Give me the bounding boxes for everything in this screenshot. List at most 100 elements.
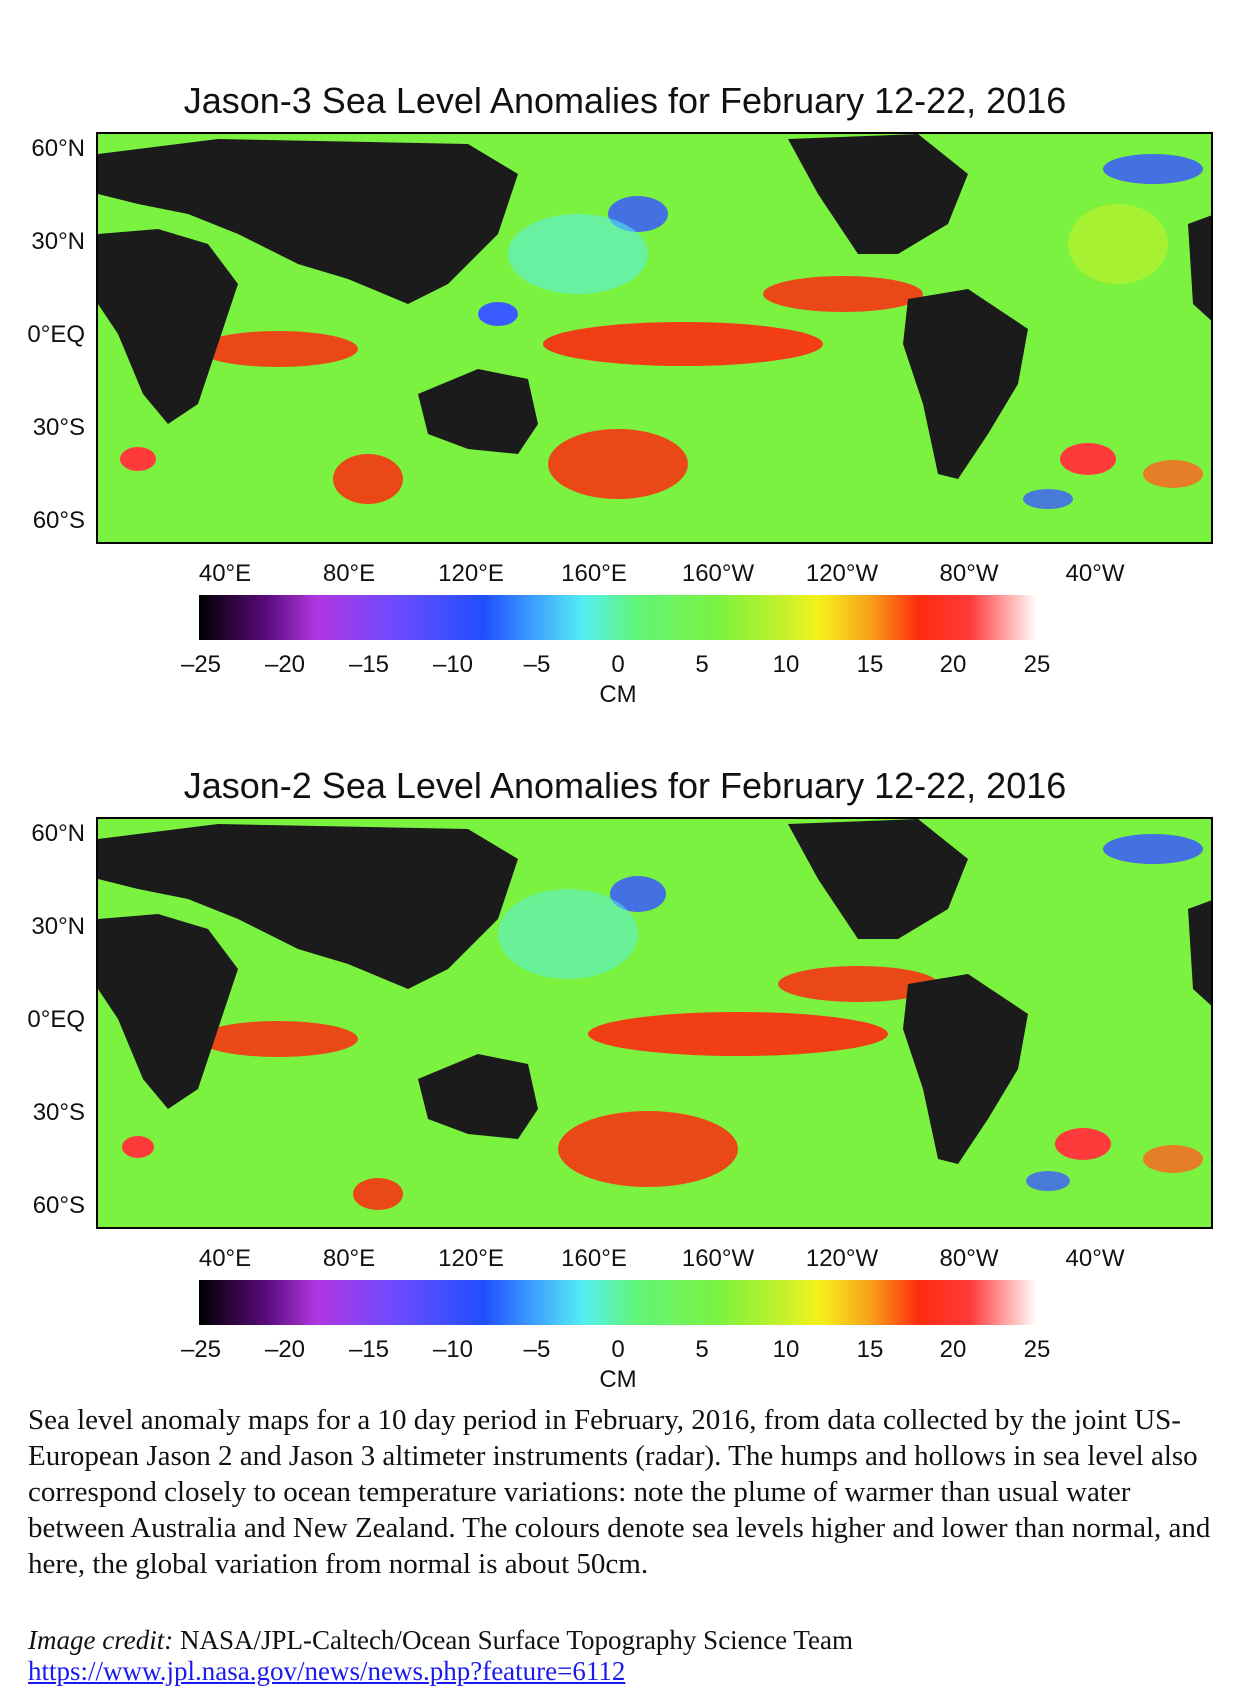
- warm-anomaly: [198, 331, 358, 367]
- lon-label: 40°E: [198, 1245, 252, 1272]
- sea-level-map: [96, 132, 1213, 544]
- warm-anomaly: [1055, 1128, 1111, 1160]
- land-eurasia: [98, 139, 518, 304]
- cool-anomaly: [508, 214, 648, 294]
- warm-anomaly: [122, 1136, 154, 1158]
- warm-anomaly: [198, 1021, 358, 1057]
- land-africa: [98, 914, 238, 1109]
- colorbar-tick: –25: [180, 1336, 222, 1363]
- warm-anomaly: [588, 1012, 888, 1056]
- lon-label: 80°E: [322, 1245, 376, 1272]
- caption: Sea level anomaly maps for a 10 day peri…: [28, 1404, 1211, 1580]
- colorbar-unit: CM: [599, 681, 637, 708]
- colorbar-tick: 10: [772, 1336, 800, 1363]
- cool-anomaly: [1103, 154, 1203, 184]
- lon-label: 80°E: [322, 560, 376, 587]
- lat-label: 60°N: [31, 135, 85, 162]
- map-title: Jason-3 Sea Level Anomalies for February…: [183, 80, 1067, 121]
- lon-label: 160°E: [561, 1245, 627, 1272]
- map-panel-jason3: Jason-3 Sea Level Anomalies for February…: [0, 0, 1250, 708]
- land-north-america: [788, 134, 968, 254]
- lon-label: 40°W: [1065, 560, 1125, 587]
- lat-label: 30°N: [31, 913, 85, 940]
- warm-anomaly: [120, 447, 156, 471]
- lon-label: 80°W: [939, 560, 999, 587]
- land-europe-edge: [1188, 215, 1211, 321]
- lon-label: 120°E: [438, 1245, 504, 1272]
- colorbar-tick: 20: [939, 651, 967, 678]
- lat-label: 30°N: [31, 228, 85, 255]
- land-south-america: [903, 974, 1028, 1164]
- colorbar-tick: 0: [611, 651, 625, 678]
- colorbar-tick: 25: [1023, 651, 1051, 678]
- map-title: Jason-2 Sea Level Anomalies for February…: [183, 765, 1067, 806]
- cool-anomaly: [610, 876, 666, 912]
- lon-label: 160°W: [681, 1245, 755, 1272]
- colorbar-tick: –10: [432, 651, 474, 678]
- warm-anomaly: [548, 429, 688, 499]
- land-eurasia: [98, 824, 518, 989]
- colorbar-tick: 15: [856, 1336, 884, 1363]
- lon-label: 160°E: [561, 560, 627, 587]
- map-panel-jason2: Jason-2 Sea Level Anomalies for February…: [0, 685, 1250, 1393]
- warm-anomaly: [1060, 443, 1116, 475]
- map-graphic: [98, 819, 1211, 1227]
- credit-label: Image credit:: [28, 1625, 174, 1655]
- land-south-america: [903, 289, 1028, 479]
- cool-anomaly: [1026, 1171, 1070, 1191]
- land-europe-edge: [1188, 900, 1211, 1006]
- colorbar-tick: 15: [856, 651, 884, 678]
- cool-anomaly: [498, 889, 638, 979]
- cool-anomaly: [1023, 489, 1073, 509]
- map-graphic: [98, 134, 1211, 542]
- warm-anomaly: [353, 1178, 403, 1210]
- colorbar-tick: 0: [611, 1336, 625, 1363]
- colorbar-tick: 5: [695, 651, 709, 678]
- colorbar-unit: CM: [599, 1366, 637, 1393]
- lat-label: 60°S: [32, 1192, 85, 1219]
- land-africa: [98, 229, 238, 424]
- colorbar-tick: 20: [939, 1336, 967, 1363]
- sea-level-map: [96, 817, 1213, 1229]
- lon-label: 120°W: [805, 1245, 879, 1272]
- cool-anomaly: [1103, 834, 1203, 864]
- lon-label: 120°W: [805, 560, 879, 587]
- lon-label: 40°W: [1065, 1245, 1125, 1272]
- lon-label: 80°W: [939, 1245, 999, 1272]
- colorbar-tick: 5: [695, 1336, 709, 1363]
- land-north-america: [788, 819, 968, 939]
- lat-label: 30°S: [32, 1099, 85, 1126]
- colorbar-tick: –5: [523, 1336, 551, 1363]
- warm-anomaly: [763, 276, 923, 312]
- warm-anomaly: [558, 1111, 738, 1187]
- colorbar-tick: –10: [432, 1336, 474, 1363]
- warm-anomaly: [333, 454, 403, 504]
- credit-text: NASA/JPL-Caltech/Ocean Surface Topograph…: [173, 1625, 853, 1655]
- warm-anomaly: [1068, 204, 1168, 284]
- colorbar-tick: 10: [772, 651, 800, 678]
- colorbar-tick: –15: [348, 651, 390, 678]
- cool-anomaly: [608, 196, 668, 232]
- land-australia: [418, 369, 538, 454]
- lon-label: 120°E: [438, 560, 504, 587]
- warm-anomaly: [1143, 1145, 1203, 1173]
- cool-anomaly: [478, 302, 518, 326]
- colorbar-tick: –15: [348, 1336, 390, 1363]
- land-australia: [418, 1054, 538, 1139]
- warm-anomaly: [778, 966, 938, 1002]
- colorbar-tick: –20: [264, 1336, 306, 1363]
- warm-anomaly: [543, 322, 823, 366]
- warm-anomaly: [1143, 460, 1203, 488]
- colorbar: [199, 595, 1037, 640]
- lat-label: 0°EQ: [27, 321, 85, 348]
- colorbar-tick: –5: [523, 651, 551, 678]
- source-link[interactable]: https://www.jpl.nasa.gov/news/news.php?f…: [28, 1656, 626, 1686]
- colorbar-tick: –25: [180, 651, 222, 678]
- colorbar-tick: –20: [264, 651, 306, 678]
- image-credit: Image credit: NASA/JPL-Caltech/Ocean Sur…: [28, 1625, 853, 1656]
- colorbar-tick: 25: [1023, 1336, 1051, 1363]
- lat-label: 30°S: [32, 414, 85, 441]
- lon-label: 40°E: [198, 560, 252, 587]
- lat-label: 60°S: [32, 507, 85, 534]
- lat-label: 60°N: [31, 820, 85, 847]
